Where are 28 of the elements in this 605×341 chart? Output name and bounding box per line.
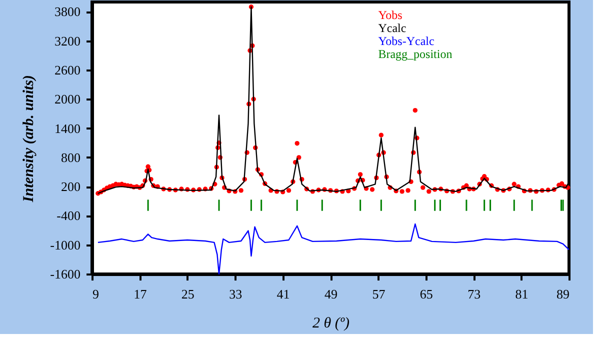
y-axis-title: Intensity (arb. units)	[21, 74, 38, 204]
y-tick-label: -1600	[50, 266, 80, 282]
y-tick-label: 2000	[54, 92, 80, 107]
y-tick-label: 200	[61, 179, 80, 194]
x-tick-label: 65	[420, 286, 433, 302]
text: Yobs	[378, 8, 403, 22]
y-tick-label: 3800	[54, 4, 80, 20]
x-tick-label: 33	[229, 286, 242, 302]
x-tick-label: 17	[134, 286, 148, 302]
x-tick-label: 89	[556, 286, 570, 302]
x-tick-label: 81	[515, 286, 528, 302]
x-tick-label: 73	[468, 286, 481, 302]
y-tick-label: 2600	[54, 62, 80, 78]
line-series	[97, 223, 570, 275]
x-tick-label: 41	[276, 286, 290, 302]
text: Bragg_position	[378, 47, 452, 61]
x-tick-label: 49	[324, 286, 338, 302]
y-tick-label: 3200	[54, 33, 80, 48]
y-tick-label: 1400	[54, 120, 80, 136]
y-tick-label: -1000	[50, 237, 80, 252]
x-tick-label: 9	[92, 286, 99, 302]
text: Yobs-Ycalc	[378, 34, 434, 48]
text: Ycalc	[378, 21, 406, 35]
x-tick-label: 57	[372, 286, 386, 302]
x-axis-title: 2 θ (º)	[312, 316, 350, 332]
x-tick-label: 25	[181, 286, 194, 302]
y-tick-label: -400	[56, 208, 80, 224]
y-tick-label: 800	[61, 150, 80, 165]
